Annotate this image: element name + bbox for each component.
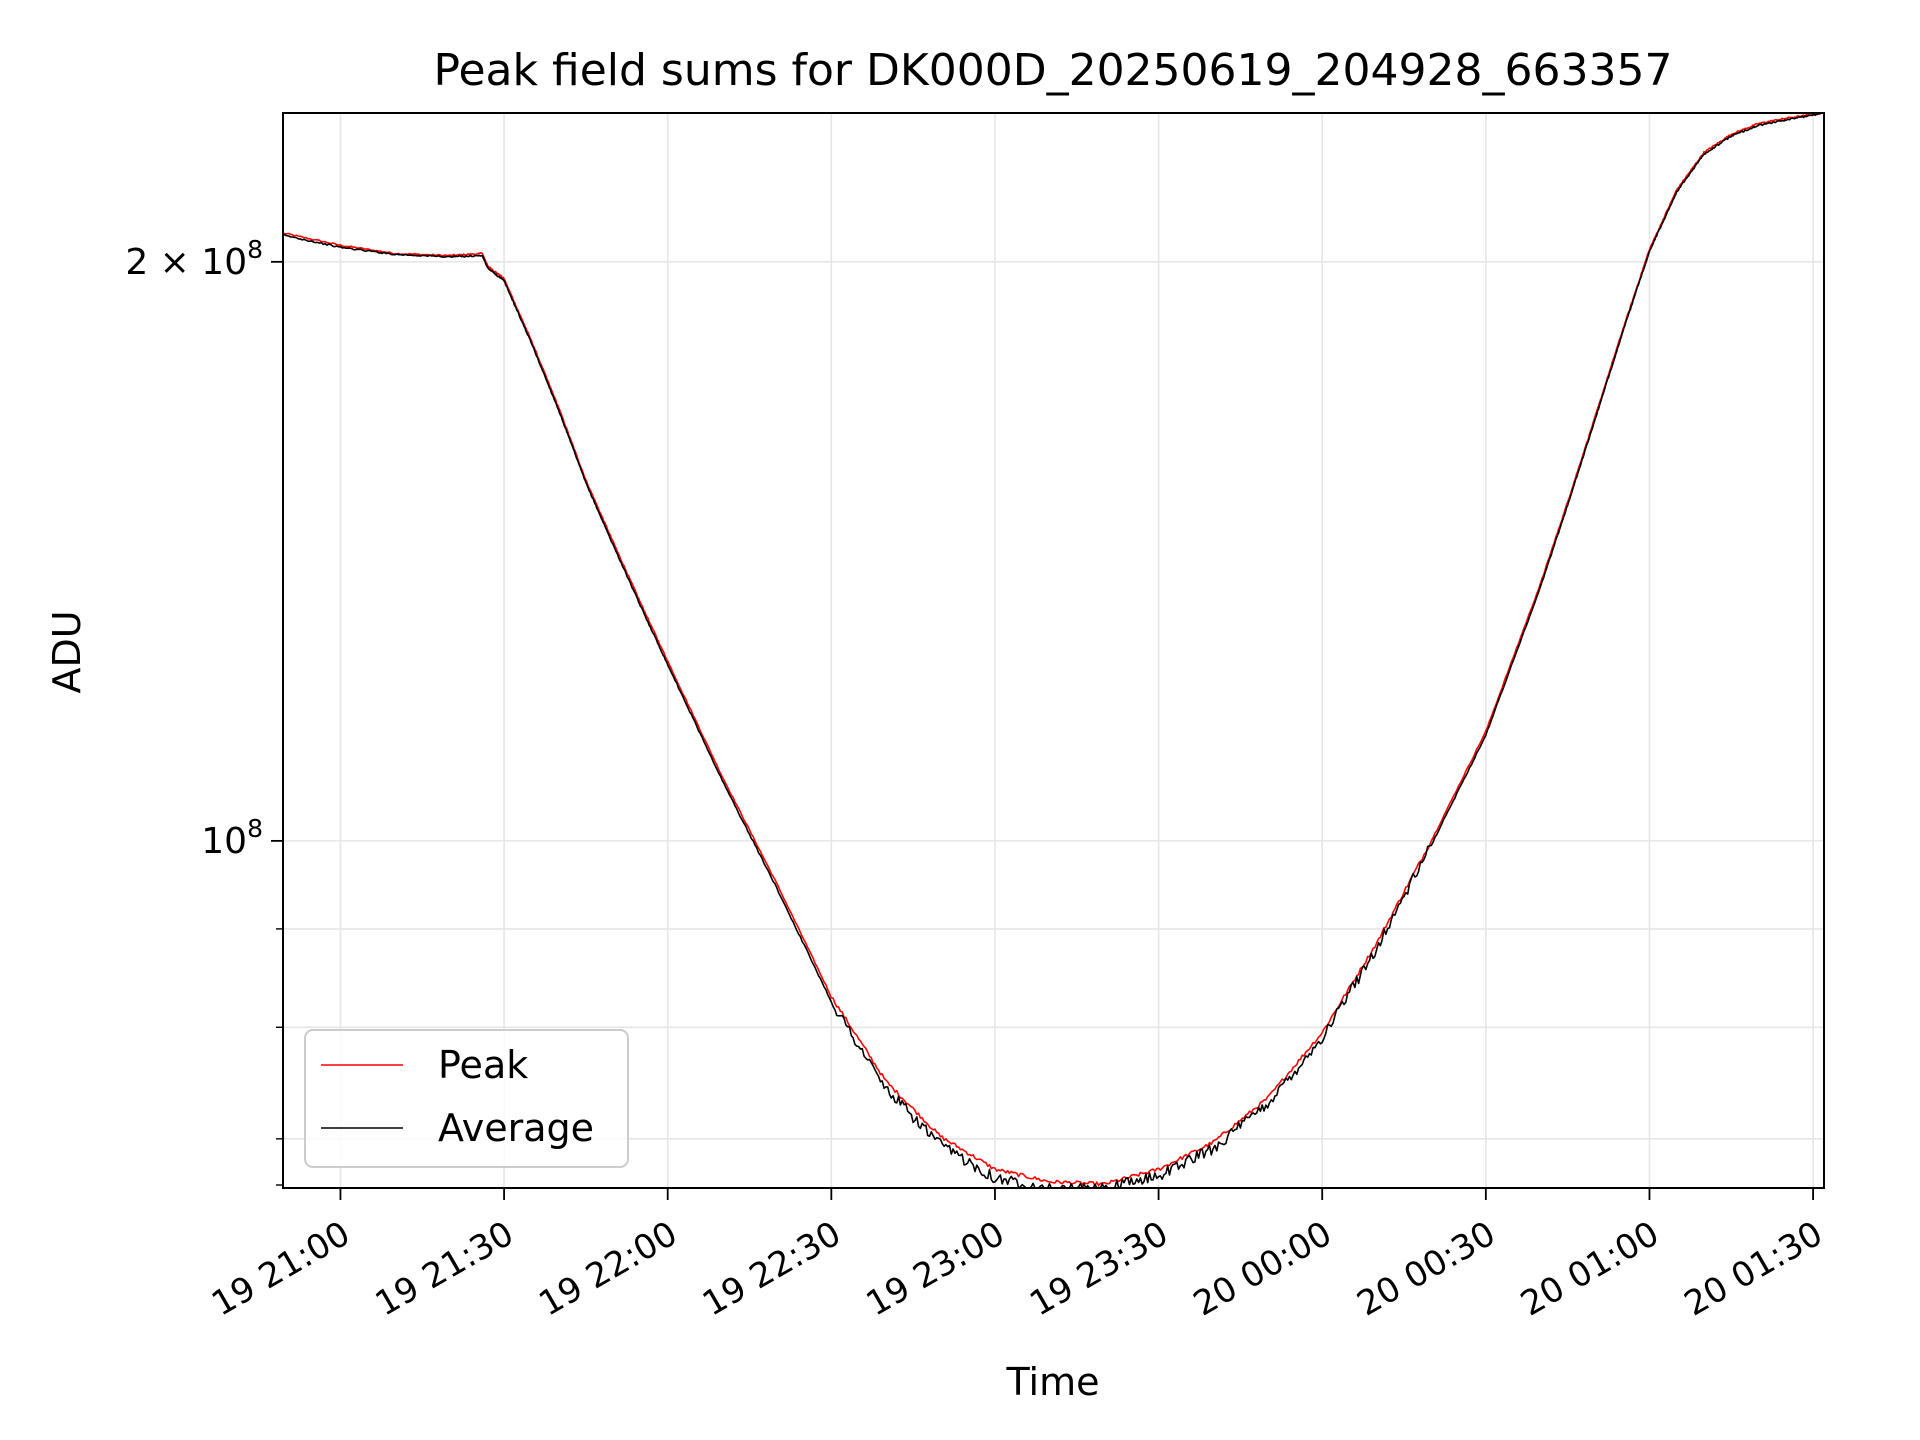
series-line-average <box>282 112 1825 1189</box>
legend-label-peak: Peak <box>438 1043 528 1087</box>
plot-frame <box>282 112 1825 1189</box>
legend-label-average: Average <box>438 1106 594 1150</box>
x-axis-label: Time <box>1006 1360 1100 1404</box>
y-tick-label-exponent: 8 <box>247 235 263 264</box>
y-tick-label-base: 10 <box>201 821 247 862</box>
y-tick-label: 2 × 108 <box>125 235 263 283</box>
y-tick-label-base: 2 × 10 <box>125 242 247 283</box>
chart-title: Peak field sums for DK000D_20250619_2049… <box>434 45 1673 96</box>
y-tick-label-exponent: 8 <box>247 814 263 843</box>
y-axis-label: ADU <box>45 610 89 693</box>
plot-lines <box>282 111 1825 1189</box>
legend: Peak Average <box>304 1029 629 1168</box>
y-tick-label: 108 <box>201 814 263 862</box>
grid <box>283 113 1824 1188</box>
